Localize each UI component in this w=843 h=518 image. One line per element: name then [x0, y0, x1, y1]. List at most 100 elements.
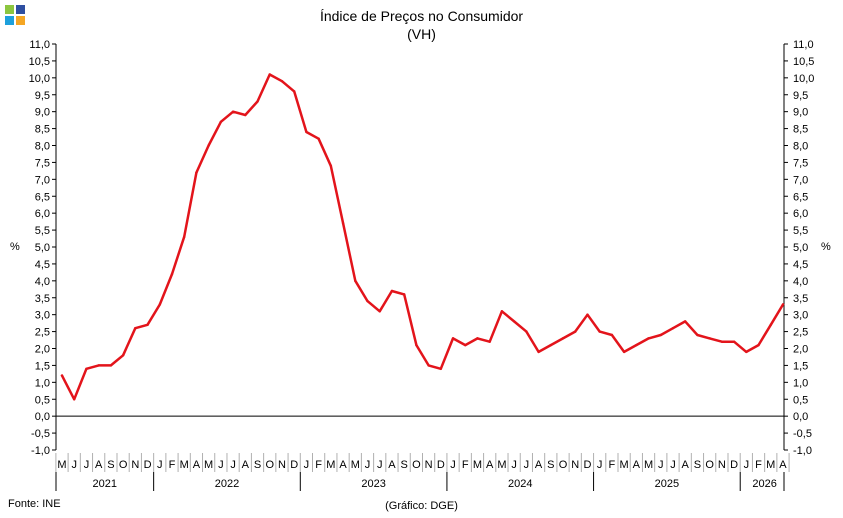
y-axis-label-left: % — [10, 241, 20, 253]
data-point — [195, 171, 198, 174]
y-tick-label-left: 0,5 — [35, 394, 50, 406]
y-tick-label-right: 5,0 — [793, 242, 808, 254]
x-tick-label-month: A — [193, 459, 201, 471]
x-tick-label-month: F — [169, 459, 176, 471]
data-point — [549, 343, 552, 347]
data-point — [439, 367, 443, 370]
data-point — [476, 337, 479, 340]
data-point — [219, 120, 223, 124]
x-tick-label-month: S — [107, 459, 114, 471]
y-tick-label-right: 11,0 — [793, 39, 814, 51]
x-tick-label-year: 2021 — [93, 478, 117, 490]
x-tick-label-month: N — [571, 459, 579, 471]
x-tick-label-month: F — [462, 459, 469, 471]
x-tick-label-year: 2025 — [655, 478, 679, 490]
x-tick-label-month: N — [131, 459, 139, 471]
x-tick-label-month: J — [230, 459, 236, 471]
y-tick-label-right: 8,0 — [793, 141, 808, 153]
x-tick-label-month: J — [304, 459, 310, 471]
x-tick-label-month: A — [486, 459, 494, 471]
y-tick-label-left: 6,5 — [35, 191, 50, 203]
y-tick-label-right: 10,5 — [793, 56, 814, 68]
y-axis-label-right: % — [821, 241, 831, 253]
x-tick-label-year: 2024 — [508, 478, 532, 490]
data-point — [512, 320, 516, 323]
x-tick-label-month: F — [609, 459, 616, 471]
y-tick-label-right: 4,0 — [793, 276, 808, 288]
data-point — [280, 80, 284, 83]
data-point — [757, 343, 760, 347]
data-point — [500, 310, 504, 313]
y-tick-label-left: 8,5 — [35, 124, 50, 136]
data-point — [781, 303, 785, 306]
y-tick-label-left: 11,0 — [29, 39, 50, 51]
data-point — [329, 164, 333, 167]
data-point — [366, 299, 369, 303]
source-note: Fonte: INE — [8, 498, 61, 510]
logo-square-green — [5, 5, 14, 14]
x-tick-label-month: N — [718, 459, 726, 471]
x-tick-label-month: A — [95, 459, 103, 471]
y-tick-label-left: 2,0 — [35, 344, 50, 356]
y-tick-label-left: 0,0 — [35, 411, 50, 423]
y-tick-label-right: 9,5 — [793, 90, 808, 102]
x-tick-label-month: A — [242, 459, 250, 471]
x-tick-label-month: S — [694, 459, 701, 471]
data-point — [488, 340, 491, 343]
data-point — [146, 323, 149, 327]
logo-square-orange — [16, 16, 25, 25]
data-point — [317, 137, 320, 140]
data-point — [85, 367, 88, 370]
data-point — [73, 398, 76, 401]
x-tick-label-month: M — [351, 459, 360, 471]
y-tick-label-left: -1,0 — [31, 445, 50, 457]
data-point — [183, 235, 186, 239]
x-tick-label-month: J — [365, 459, 371, 471]
x-tick-label-month: A — [779, 459, 787, 471]
y-tick-label-right: 7,5 — [793, 157, 808, 169]
data-point — [537, 350, 540, 354]
data-point — [708, 337, 711, 340]
data-point — [451, 337, 455, 340]
data-point — [60, 374, 64, 377]
chart-title: Índice de Preços no Consumidor — [319, 8, 524, 24]
x-tick-label-year: 2022 — [215, 478, 239, 490]
y-tick-label-left: -0,5 — [31, 428, 50, 440]
x-tick-label-month: A — [535, 459, 543, 471]
y-tick-label-right: 3,0 — [793, 310, 808, 322]
x-tick-label-month: J — [511, 459, 517, 471]
x-tick-label-month: M — [57, 459, 66, 471]
x-tick-label-month: A — [682, 459, 690, 471]
x-tick-label-month: J — [450, 459, 456, 471]
series-line — [60, 73, 785, 401]
y-tick-label-left: 3,0 — [35, 310, 50, 322]
x-tick-label-month: J — [71, 459, 77, 471]
data-point — [244, 113, 247, 117]
data-point — [292, 90, 296, 93]
y-tick-label-right: 6,0 — [793, 208, 808, 220]
y-tick-label-right: -1,0 — [793, 445, 812, 457]
x-tick-label-month: M — [204, 459, 213, 471]
x-tick-label-month: M — [473, 459, 482, 471]
x-tick-label-month: J — [84, 459, 90, 471]
data-point — [635, 343, 638, 347]
dge-logo — [5, 5, 25, 25]
chart-credit: (Gráfico: DGE) — [385, 500, 458, 512]
x-tick-label-month: D — [583, 459, 591, 471]
y-tick-label-left: 8,0 — [35, 141, 50, 153]
x-tick-label-month: O — [119, 459, 128, 471]
y-tick-label-right: 1,5 — [793, 360, 808, 372]
x-tick-label-month: S — [400, 459, 407, 471]
y-tick-label-right: 5,5 — [793, 225, 808, 237]
y-tick-label-right: 4,5 — [793, 259, 808, 271]
data-point — [354, 279, 357, 283]
data-point — [158, 303, 161, 306]
y-tick-label-right: 8,5 — [793, 124, 808, 136]
x-tick-label-month: J — [744, 459, 750, 471]
x-tick-label-month: J — [157, 459, 163, 471]
data-point — [574, 330, 577, 333]
x-tick-label-month: S — [547, 459, 554, 471]
data-point — [256, 100, 259, 103]
x-tick-label-month: A — [633, 459, 641, 471]
